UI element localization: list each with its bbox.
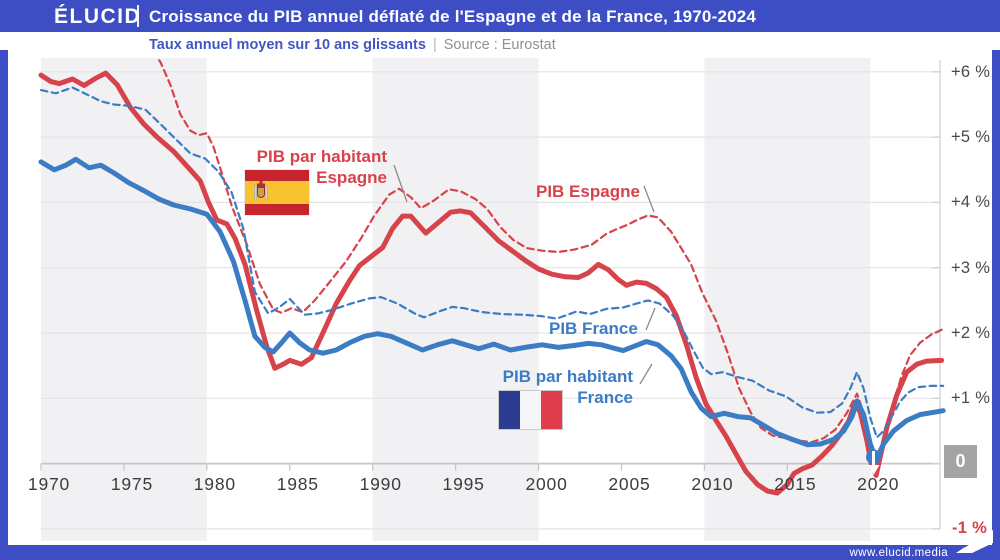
france-flag-stripe — [499, 391, 520, 429]
spain-flag-crest — [254, 180, 268, 201]
y-label-2: +2 % — [951, 324, 991, 342]
series-pib-france — [39, 86, 945, 439]
zero-axis-badge: 0 — [944, 445, 977, 478]
subtitle-text: Taux annuel moyen sur 10 ans glissants — [149, 37, 426, 53]
subtitle-separator: | — [432, 37, 437, 53]
label-leader-line — [643, 185, 655, 213]
decade-band — [704, 58, 871, 541]
y-label-1: +1 % — [951, 389, 991, 408]
series-pib-par-habitant-france — [38, 156, 946, 463]
y-label-5: +5 % — [951, 128, 991, 147]
france-flag-icon — [498, 390, 563, 430]
x-label-1975: 1975 — [110, 474, 153, 494]
left-border — [0, 50, 8, 560]
label-pib-par-habitant-france: PIB par habitant France — [476, 366, 633, 408]
spain-flag-stripe — [245, 204, 309, 215]
y-label-4: +4 % — [951, 193, 991, 212]
x-label-1990: 1990 — [359, 474, 402, 494]
label-pib-espagne: PIB Espagne — [536, 182, 640, 201]
label-leader-line — [393, 164, 408, 203]
label-leader-line — [639, 363, 653, 385]
series-pib-espagne — [156, 58, 945, 468]
line-chart — [38, 58, 946, 541]
x-label-1980: 1980 — [193, 474, 236, 494]
footer-bar — [0, 545, 1000, 560]
x-label-2020: 2020 — [857, 474, 900, 494]
decade-band — [41, 58, 207, 541]
y-label-minus1: -1 % — [952, 519, 988, 537]
y-label-3: +3 % — [951, 258, 991, 277]
label-line: France — [577, 388, 633, 407]
label-leader-line — [645, 307, 656, 331]
spain-flag-stripe — [245, 170, 309, 181]
x-label-1985: 1985 — [276, 474, 319, 494]
down-arrow-icon — [867, 465, 880, 475]
x-label-1970: 1970 — [27, 474, 71, 494]
france-flag-stripe — [520, 391, 541, 429]
label-line: Espagne — [316, 168, 387, 187]
x-label-2010: 2010 — [691, 474, 734, 494]
source-text: Source : Eurostat — [443, 37, 556, 53]
elucid-logo: ÉLUCID — [54, 5, 142, 28]
footer-url[interactable]: www.elucid.media — [849, 547, 948, 559]
france-flag-stripe — [541, 391, 562, 429]
x-label-2000: 2000 — [525, 474, 568, 494]
label-pib-france: PIB France — [549, 319, 638, 338]
decade-band — [372, 58, 539, 541]
label-line: PIB par habitant — [256, 147, 387, 166]
header-bar — [0, 0, 1000, 32]
x-label-1995: 1995 — [442, 474, 485, 494]
subtitle-row: Taux annuel moyen sur 10 ans glissants | S… — [149, 33, 556, 58]
header-separator — [137, 5, 139, 27]
label-pib-par-habitant-espagne: PIB par habitant Espagne — [230, 146, 387, 188]
label-line: PIB par habitant — [502, 367, 633, 386]
page-title: Croissance du PIB annuel déflaté de l'Es… — [149, 7, 757, 26]
x-label-2015: 2015 — [774, 474, 817, 494]
x-label-2005: 2005 — [608, 474, 651, 494]
series-pib-par-habitant-espagne — [38, 70, 945, 496]
y-label-6: +6 % — [951, 62, 991, 81]
right-border — [992, 50, 1000, 560]
spain-flag-icon — [245, 170, 309, 215]
elucid-flag-icon — [956, 530, 993, 553]
